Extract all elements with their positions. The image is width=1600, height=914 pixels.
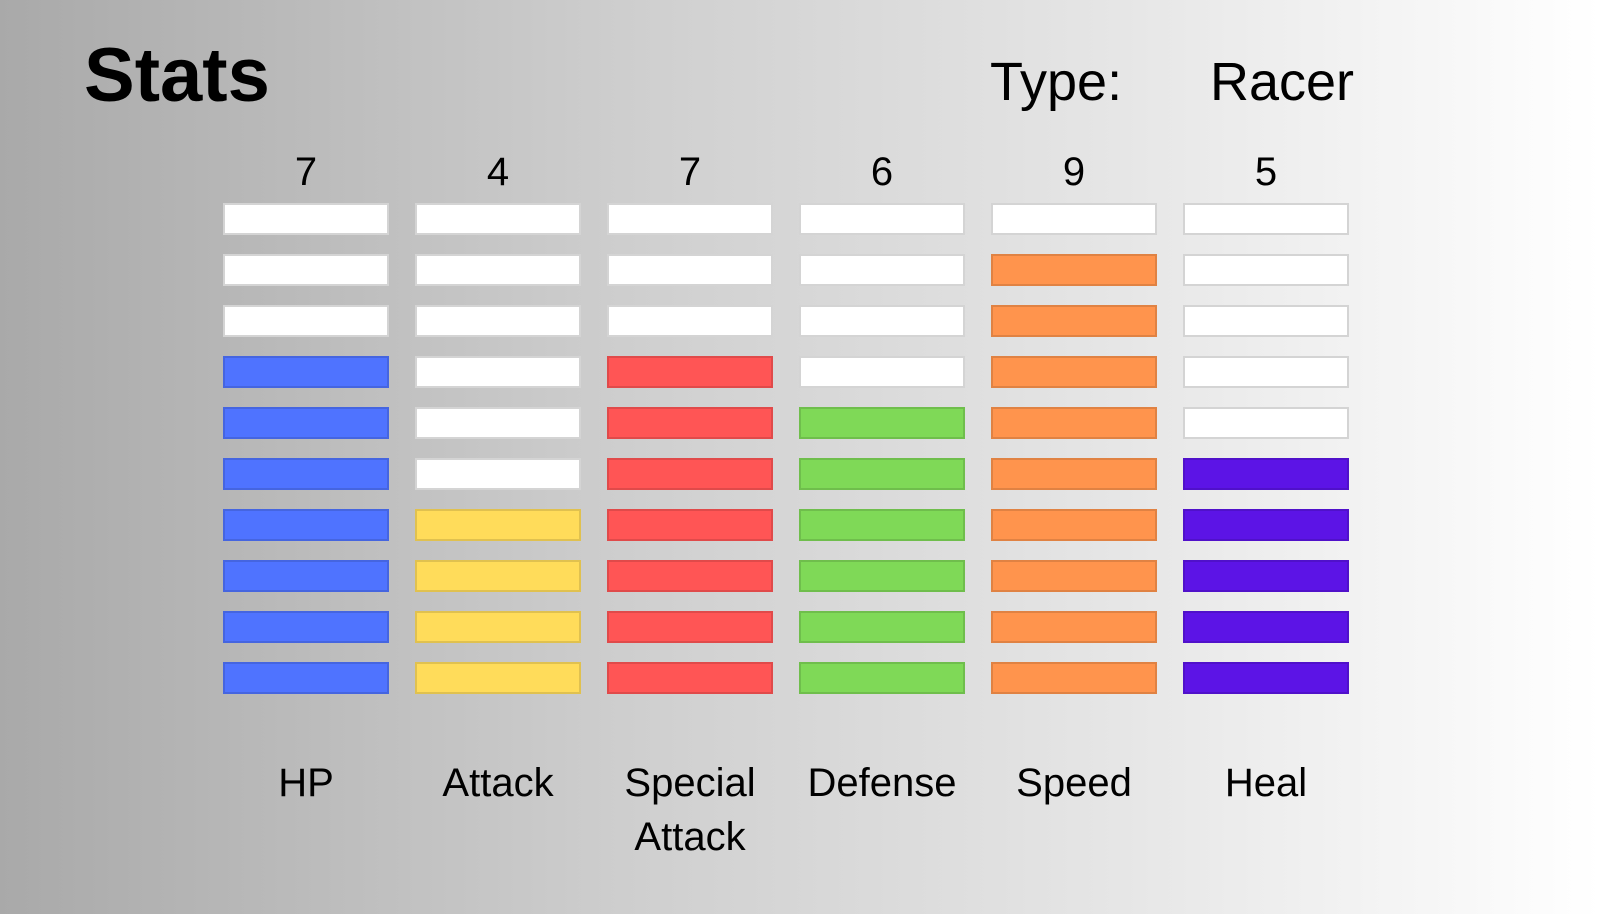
stat-bar-filled bbox=[799, 407, 965, 439]
stat-bar-filled bbox=[223, 509, 389, 541]
stat-bar-filled bbox=[991, 560, 1157, 592]
stat-bar-filled bbox=[223, 356, 389, 388]
stat-bar-empty bbox=[415, 458, 581, 490]
stat-bar-empty bbox=[1183, 305, 1349, 337]
stat-bar-empty bbox=[607, 254, 773, 286]
stat-bar-filled bbox=[607, 560, 773, 592]
stat-bar-empty bbox=[1183, 356, 1349, 388]
stat-value: 6 bbox=[870, 150, 894, 194]
stat-bar-empty bbox=[223, 254, 389, 286]
stat-bar-filled bbox=[991, 509, 1157, 541]
stat-bar-filled bbox=[799, 662, 965, 694]
stat-value: 7 bbox=[678, 150, 702, 194]
stat-bar-filled bbox=[223, 407, 389, 439]
stat-value: 9 bbox=[1062, 150, 1086, 194]
stat-bar-filled bbox=[607, 458, 773, 490]
stat-bar-filled bbox=[799, 611, 965, 643]
stat-label: Heal bbox=[1224, 761, 1308, 805]
stat-bar-filled bbox=[415, 611, 581, 643]
stat-bar-filled bbox=[991, 356, 1157, 388]
stat-label: Attack bbox=[442, 761, 554, 805]
stat-bar-filled bbox=[799, 458, 965, 490]
stat-bar-filled bbox=[415, 509, 581, 541]
stat-bar-filled bbox=[607, 356, 773, 388]
stat-bar-filled bbox=[991, 407, 1157, 439]
stat-bar-filled bbox=[223, 458, 389, 490]
stat-bar-empty bbox=[415, 305, 581, 337]
stat-bar-filled bbox=[607, 662, 773, 694]
stat-bar-empty bbox=[799, 254, 965, 286]
stat-bar-empty bbox=[415, 254, 581, 286]
stat-bar-empty bbox=[991, 203, 1157, 235]
stat-bar-empty bbox=[799, 356, 965, 388]
stat-bar-empty bbox=[1183, 254, 1349, 286]
stat-bar-filled bbox=[799, 509, 965, 541]
stat-bar-filled bbox=[607, 509, 773, 541]
stat-label: Speed bbox=[1016, 761, 1132, 805]
stat-bar-empty bbox=[799, 203, 965, 235]
stat-bar-filled bbox=[991, 458, 1157, 490]
stat-label: Defense bbox=[807, 761, 957, 805]
stat-value: 4 bbox=[486, 150, 510, 194]
stat-bar-empty bbox=[1183, 203, 1349, 235]
stat-bar-empty bbox=[415, 203, 581, 235]
stat-bar-filled bbox=[799, 560, 965, 592]
stat-bar-filled bbox=[1183, 611, 1349, 643]
stat-bar-filled bbox=[991, 305, 1157, 337]
stat-label: Special Attack bbox=[624, 761, 756, 859]
stat-bar-filled bbox=[415, 662, 581, 694]
type-label: Type: bbox=[990, 52, 1123, 112]
stat-bar-filled bbox=[415, 560, 581, 592]
stat-bar-filled bbox=[1183, 458, 1349, 490]
stat-bar-empty bbox=[415, 407, 581, 439]
stat-bar-filled bbox=[223, 560, 389, 592]
stat-bar-filled bbox=[991, 611, 1157, 643]
stat-bar-filled bbox=[1183, 662, 1349, 694]
stat-bar-empty bbox=[607, 203, 773, 235]
stat-bar-filled bbox=[223, 662, 389, 694]
stat-bar-empty bbox=[607, 305, 773, 337]
stat-bar-empty bbox=[223, 305, 389, 337]
stat-bar-filled bbox=[1183, 560, 1349, 592]
stat-bar-empty bbox=[799, 305, 965, 337]
stats-title: Stats bbox=[84, 33, 270, 118]
stat-bar-filled bbox=[223, 611, 389, 643]
stat-bar-filled bbox=[607, 611, 773, 643]
stat-bar-filled bbox=[991, 254, 1157, 286]
stat-bar-empty bbox=[1183, 407, 1349, 439]
type-value: Racer bbox=[1210, 52, 1355, 112]
stat-bar-empty bbox=[415, 356, 581, 388]
stat-bar-empty bbox=[223, 203, 389, 235]
stat-value: 5 bbox=[1254, 150, 1278, 194]
stat-value: 7 bbox=[294, 150, 318, 194]
stat-bar-filled bbox=[607, 407, 773, 439]
stat-bar-filled bbox=[1183, 509, 1349, 541]
stat-label: HP bbox=[278, 761, 334, 805]
stat-bar-filled bbox=[991, 662, 1157, 694]
